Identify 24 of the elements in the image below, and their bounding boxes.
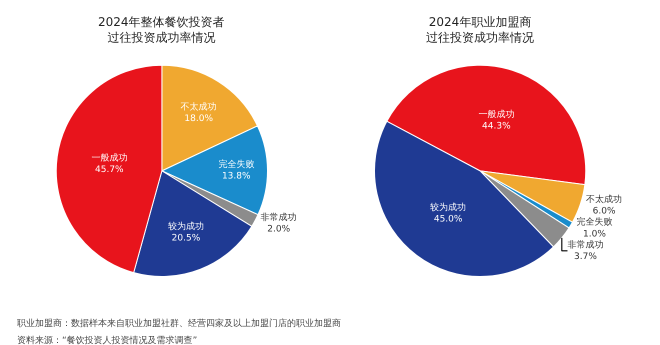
slice-label: 一般成功: [478, 108, 514, 120]
data-label: 1.0%: [583, 229, 606, 240]
chart-title: 2024年整体餐饮投资者过往投资成功率情况: [98, 15, 225, 45]
data-label: 45.7%: [95, 165, 124, 176]
text: 职业加盟商：数据样本来自职业加盟社群、经营四家及以上加盟门店的职业加盟商: [17, 318, 341, 329]
text: 资料来源：“餐饮投资人投资情况及需求调查”: [17, 335, 198, 345]
slice-label: 完全失败: [218, 159, 254, 170]
slice-label: 较为成功: [168, 220, 204, 232]
data-label: 13.8%: [222, 172, 251, 182]
slice-label: 一般成功: [91, 152, 128, 164]
slice-label: 不太成功: [586, 194, 622, 205]
slice-label: 非常成功: [260, 212, 297, 223]
data-label: 20.5%: [172, 234, 201, 244]
data-label: 44.3%: [482, 122, 512, 132]
data-label: 2.0%: [267, 224, 291, 234]
chart-title: 2024年职业加盟商过往投资成功率情况: [426, 15, 534, 45]
slice-label: 不太成功: [180, 101, 217, 112]
slice-label: 非常成功: [567, 239, 604, 250]
slice-label: 较为成功: [430, 202, 466, 213]
data-label: 3.7%: [574, 252, 598, 262]
data-label: 45.0%: [434, 214, 463, 225]
data-label: 6.0%: [592, 206, 616, 216]
slice-label: 完全失败: [576, 216, 612, 228]
data-label: 18.0%: [184, 114, 214, 124]
